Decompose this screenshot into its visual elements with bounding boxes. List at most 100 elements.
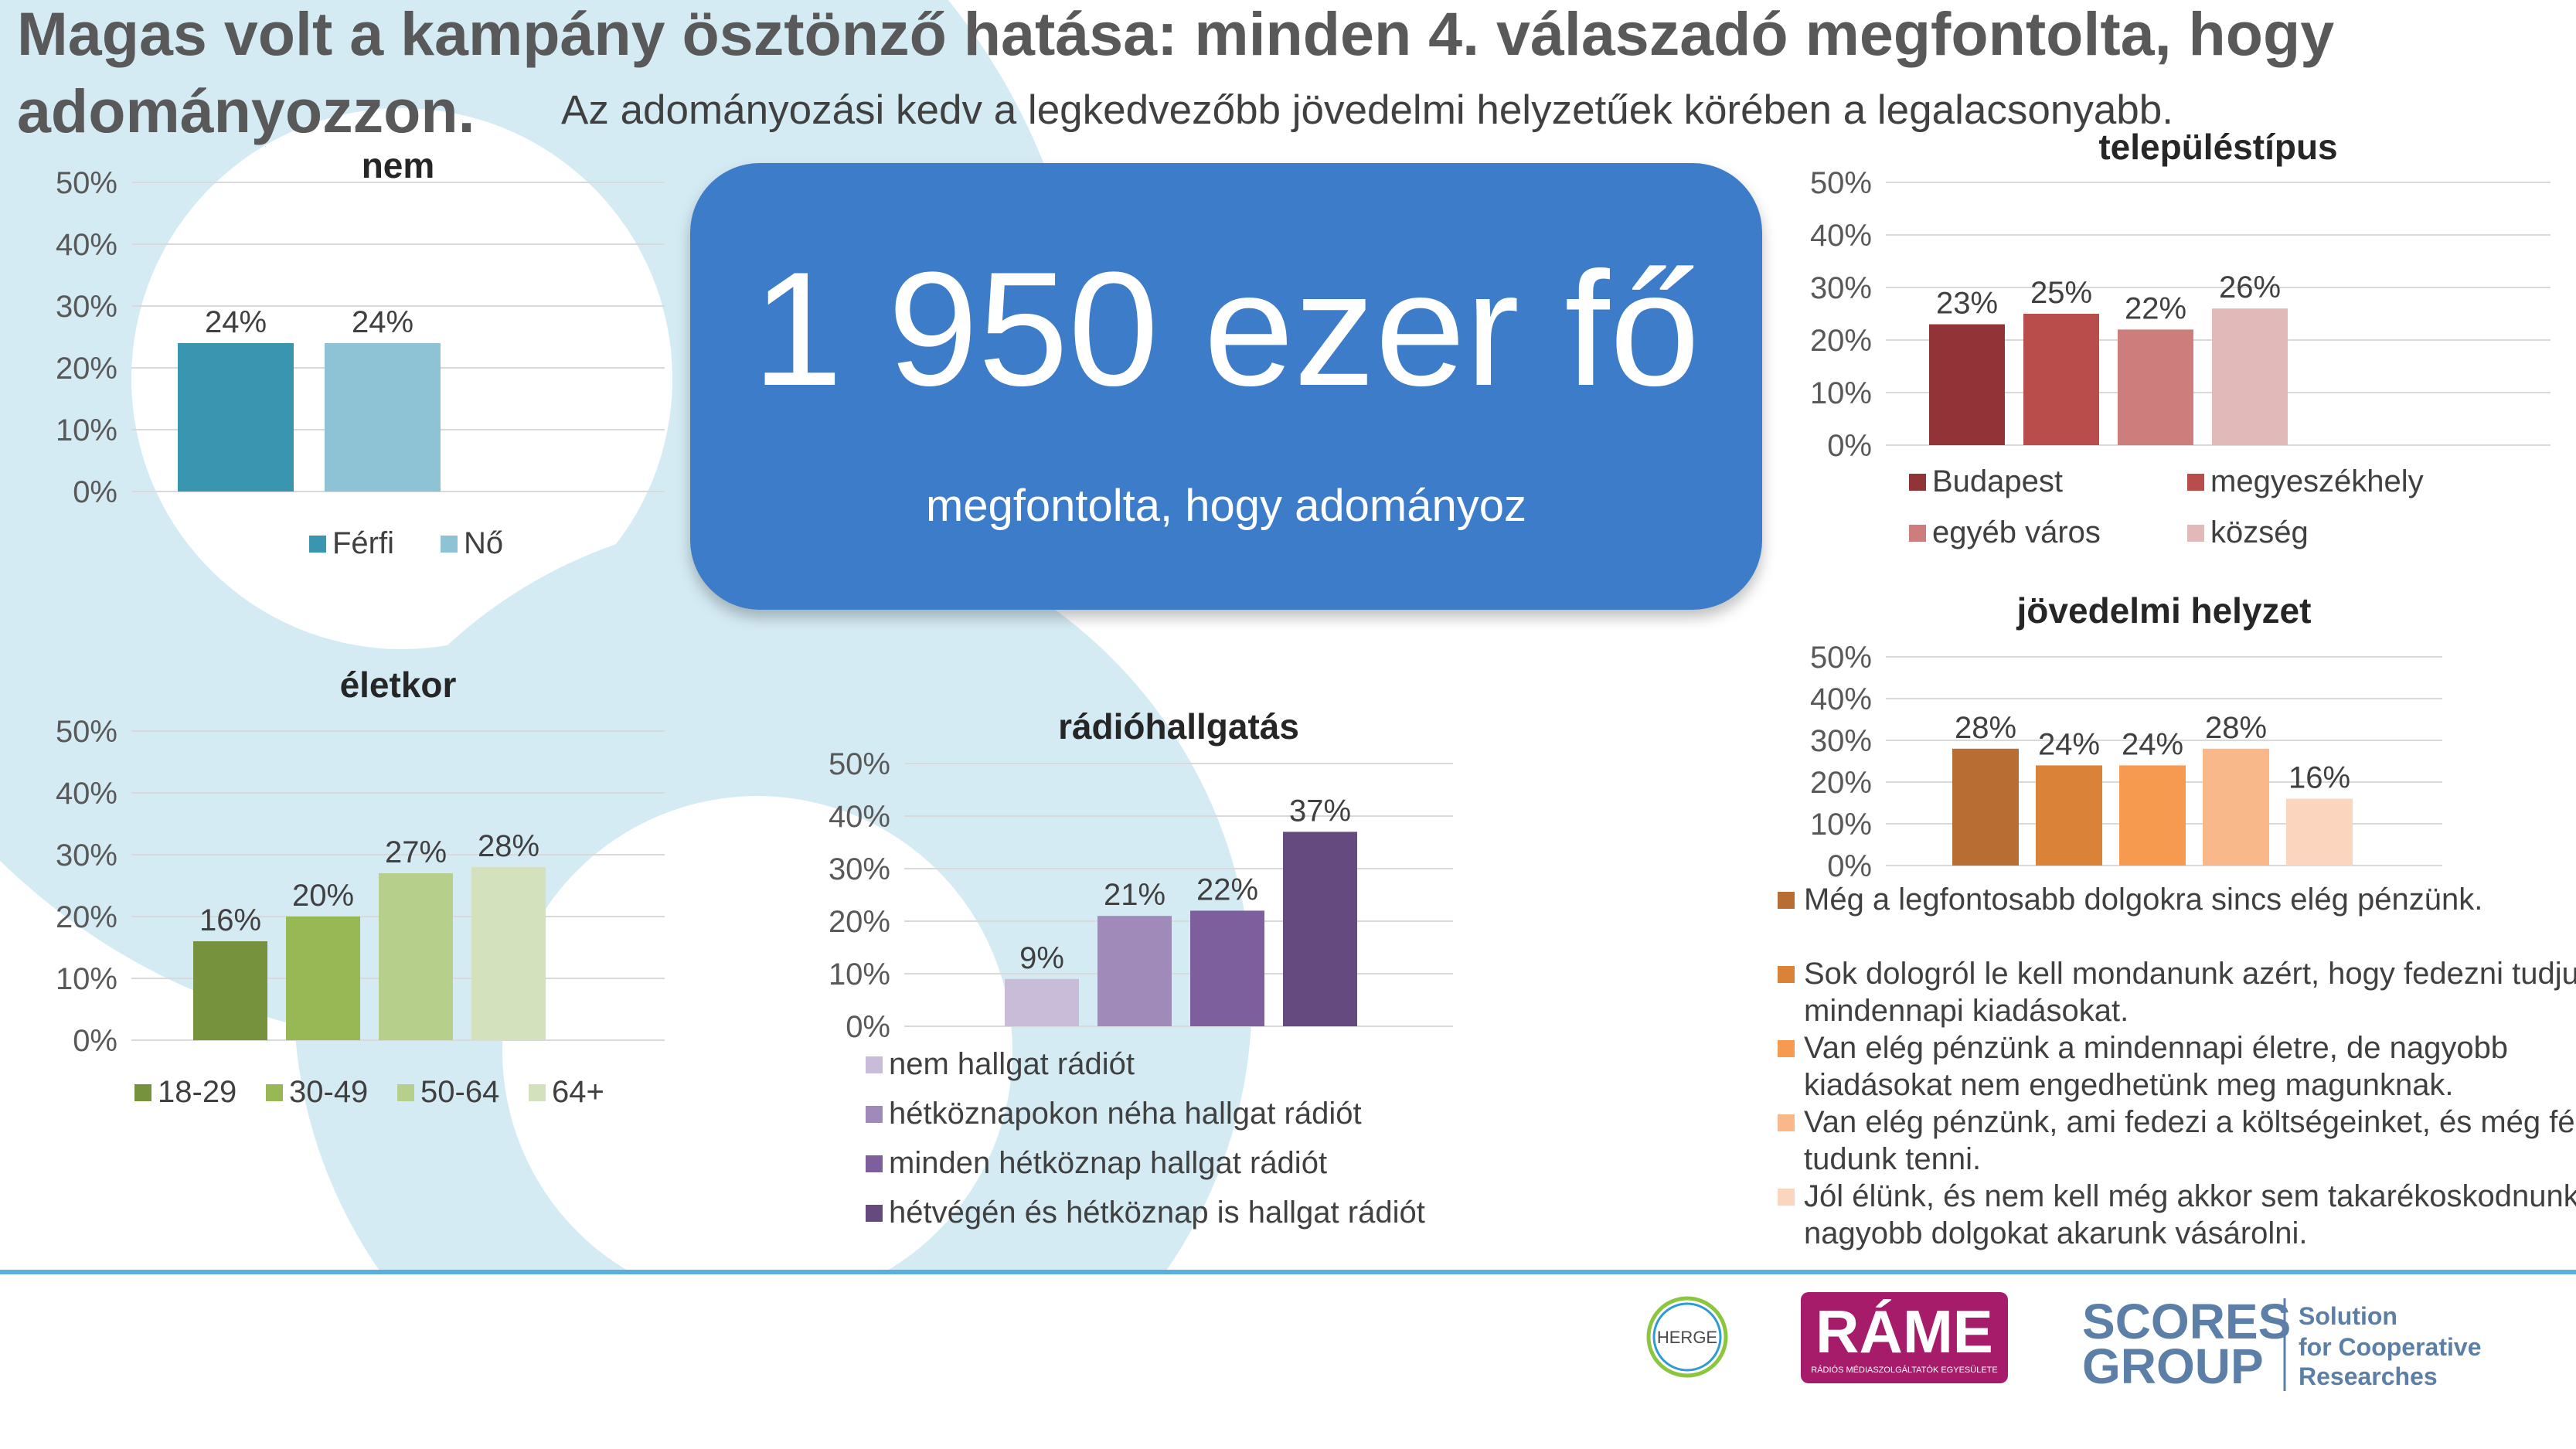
legend-item: Még a legfontosabb dolgokra sincs elég p… xyxy=(1778,881,2576,918)
legend-label: egyéb város xyxy=(1932,515,2101,549)
y-tick-label: 40% xyxy=(829,800,890,834)
data-label: 24% xyxy=(2122,727,2183,761)
legend-swatch xyxy=(866,1205,883,1222)
legend-item: község xyxy=(2187,515,2309,550)
legend-label: Nő xyxy=(464,526,504,560)
chart-age: életkor 0% 10% 20% 30% 40% 50% 16% 20% 27% 28% 18-2… xyxy=(31,657,696,1121)
highlight-box: 1 950 ezer fő megfontolta, hogy adományo… xyxy=(690,163,1762,610)
legend-label: Van elég pénzünk a mindennapi életre, de… xyxy=(1804,1031,2509,1102)
y-tick-label: 50% xyxy=(1810,166,1872,200)
highlight-caption: megfontolta, hogy adományoz xyxy=(925,481,1527,531)
rame-logo-text: RÁME xyxy=(1815,1298,1993,1366)
scores-tagline-2: for Cooperative xyxy=(2299,1333,2481,1361)
bar xyxy=(379,873,453,1040)
legend-label: község xyxy=(2210,515,2309,549)
y-tick-label: 20% xyxy=(1810,766,1872,800)
legend-item: Van elég pénzünk a mindennapi életre, de… xyxy=(1778,1029,2576,1104)
legend-item: nem hallgat rádiót xyxy=(866,1046,1135,1082)
bar xyxy=(2119,765,2186,866)
legend-item: hétköznapokon néha hallgat rádiót xyxy=(866,1096,1362,1131)
legend-swatch xyxy=(441,536,458,553)
legend-swatch xyxy=(1909,474,1926,491)
data-label: 25% xyxy=(2030,276,2092,310)
bar xyxy=(1190,910,1264,1026)
chart-svg-jovedelem: jövedelmi helyzet 0% 10% 20% 30% 40% 50% 28% 24%… xyxy=(1810,590,2442,883)
bar xyxy=(1005,978,1079,1026)
bar xyxy=(2023,314,2099,445)
y-tick-label: 10% xyxy=(1810,808,1872,842)
legend-label: Van elég pénzünk, ami fedezi a költségei… xyxy=(1804,1105,2576,1176)
legend-item: Sok dologról le kell mondanunk azért, ho… xyxy=(1778,955,2576,1029)
y-tick-label: 20% xyxy=(56,900,117,934)
footer-divider xyxy=(0,1270,2576,1274)
legend-label: 50-64 xyxy=(420,1075,500,1109)
y-tick-label: 50% xyxy=(829,747,890,781)
highlight-number: 1 950 ezer fő xyxy=(752,238,1700,420)
data-label: 16% xyxy=(199,903,261,937)
legend-swatch xyxy=(134,1084,151,1101)
bar xyxy=(1097,916,1172,1026)
legend-label: nem hallgat rádiót xyxy=(889,1047,1135,1081)
y-tick-label: 0% xyxy=(1827,849,1872,883)
y-tick-label: 40% xyxy=(1810,682,1872,716)
y-tick-label: 0% xyxy=(73,1024,117,1058)
legend-swatch xyxy=(1778,1114,1795,1131)
legend-item: minden hétköznap hallgat rádiót xyxy=(866,1145,1327,1181)
rame-logo-subtext: RÁDIÓS MÉDIASZOLGÁLTATÓK EGYESÜLETE xyxy=(1811,1365,1997,1375)
chart-radio-listening: rádióhallgatás 0% 10% 20% 30% 40% 50% 9% 21% 22% 3… xyxy=(819,703,1499,1244)
y-tick-label: 10% xyxy=(56,962,117,996)
legend-label: megyeszékhely xyxy=(2210,464,2424,498)
y-tick-label: 50% xyxy=(1810,641,1872,675)
legend-label: minden hétköznap hallgat rádiót xyxy=(889,1146,1328,1180)
legend-swatch xyxy=(1778,892,1795,909)
y-tick-label: 20% xyxy=(56,352,117,386)
data-label: 22% xyxy=(2125,291,2186,325)
page-subline: Az adományozási kedv a legkedvezőbb jöve… xyxy=(561,87,2173,133)
data-label: 28% xyxy=(1955,711,2016,745)
legend-item: Férfi xyxy=(309,526,394,561)
scores-tagline-3: Researches xyxy=(2299,1362,2438,1390)
bar xyxy=(1952,748,2019,866)
y-tick-label: 10% xyxy=(56,413,117,447)
legend-label: Budapest xyxy=(1932,464,2064,498)
legend-swatch xyxy=(2187,525,2204,542)
data-label: 28% xyxy=(2205,711,2267,745)
legend-label: hétköznapokon néha hallgat rádiót xyxy=(889,1097,1362,1131)
bar xyxy=(2203,748,2269,866)
y-tick-label: 10% xyxy=(829,957,890,992)
y-tick-label: 10% xyxy=(1810,376,1872,410)
page-headline: Magas volt a kampány ösztönző hatása: mi… xyxy=(17,0,2335,145)
herge-logo-text: HERGE xyxy=(1657,1328,1717,1347)
bar xyxy=(325,343,441,492)
y-tick-label: 30% xyxy=(56,838,117,872)
data-label: 26% xyxy=(2219,270,2281,304)
data-label: 27% xyxy=(385,835,447,869)
y-tick-label: 0% xyxy=(1827,429,1872,463)
chart-svg-radio: rádióhallgatás 0% 10% 20% 30% 40% 50% 9% 21% 22% 3… xyxy=(829,706,1453,1044)
y-tick-label: 0% xyxy=(846,1010,890,1044)
legend-item: Budapest xyxy=(1909,464,2063,499)
chart-svg-telepules: településtípus 0% 10% 20% 30% 40% 50% 23% 25% 22%… xyxy=(1810,127,2550,463)
legend-label: Jól élünk, és nem kell még akkor sem tak… xyxy=(1804,1179,2576,1250)
chart-svg-eletkor: életkor 0% 10% 20% 30% 40% 50% 16% 20% 27% 28% xyxy=(56,665,665,1058)
bar xyxy=(193,941,267,1040)
bar xyxy=(2118,329,2193,445)
legend-item: Nő xyxy=(441,526,503,561)
y-tick-label: 30% xyxy=(829,852,890,886)
legend-swatch xyxy=(866,1056,883,1073)
rame-logo: RÁME RÁDIÓS MÉDIASZOLGÁLTATÓK EGYESÜLETE xyxy=(1801,1292,2008,1383)
scores-logo-line2: GROUP xyxy=(2082,1338,2264,1394)
chart-title: nem xyxy=(362,147,435,185)
bar xyxy=(471,867,546,1040)
chart-income: jövedelmi helyzet 0% 10% 20% 30% 40% 50% 28% 24%… xyxy=(1778,587,2576,1267)
chart-title: településtípus xyxy=(2098,127,2337,167)
chart-svg-nem: nem 0% 10% 20% 30% 40% 50% 24% 24% xyxy=(56,147,665,509)
y-tick-label: 40% xyxy=(1810,219,1872,253)
data-label: 22% xyxy=(1196,872,1258,906)
legend-swatch xyxy=(266,1084,283,1101)
legend-label: Férfi xyxy=(332,526,394,560)
y-tick-label: 30% xyxy=(1810,271,1872,305)
y-tick-label: 20% xyxy=(829,905,890,939)
data-label: 20% xyxy=(292,879,354,913)
chart-title: életkor xyxy=(340,665,457,705)
